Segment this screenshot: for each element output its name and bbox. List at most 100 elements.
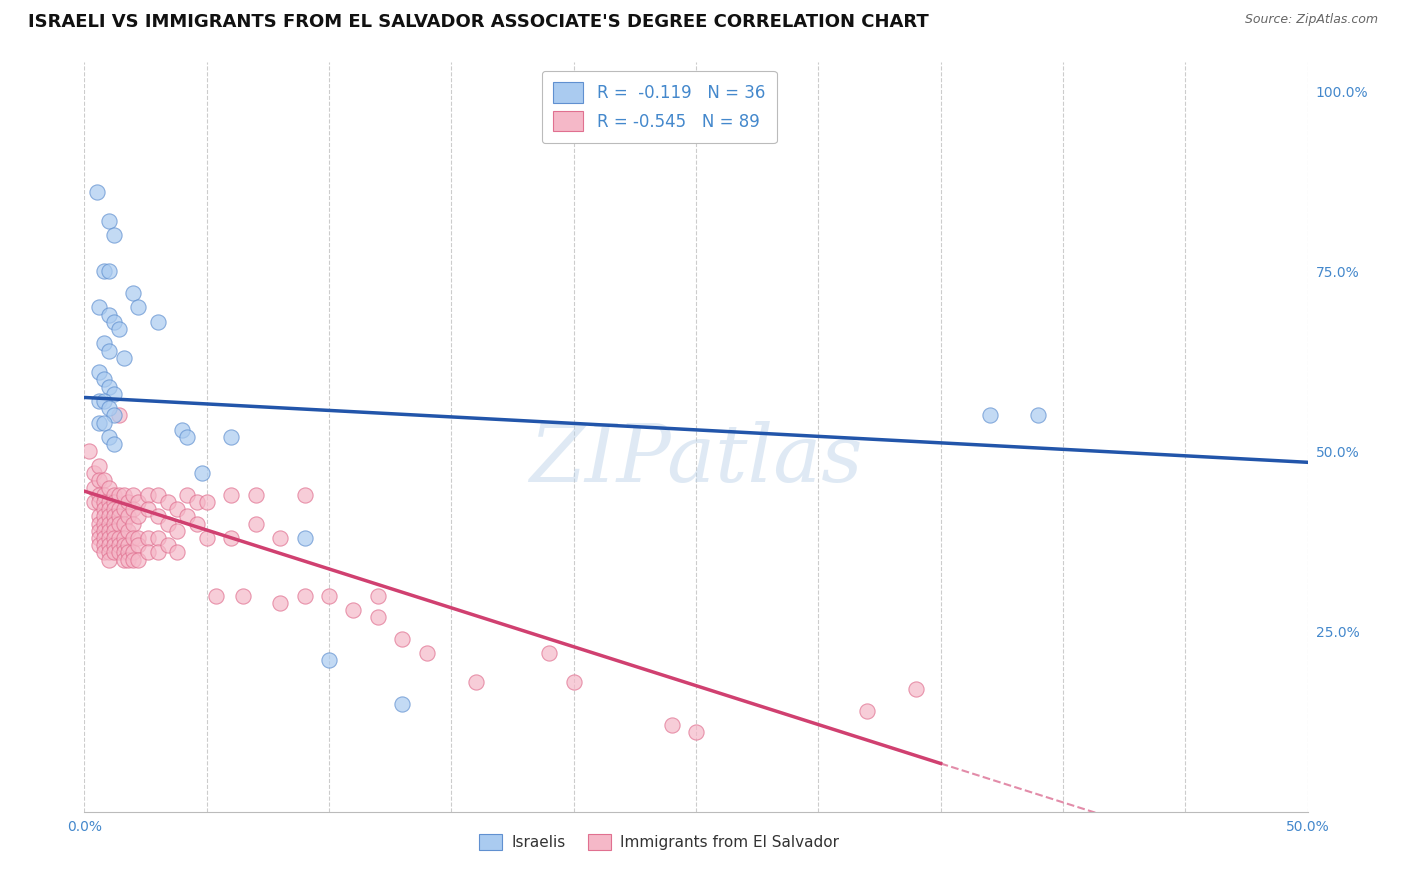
Point [391,632,413,646]
Point [122,502,145,516]
Point [87,524,110,538]
Point [117,495,139,509]
Point [176,430,198,444]
Point [685,725,707,739]
Point [93,394,115,409]
Point [103,524,125,538]
Point [103,387,125,401]
Point [856,704,879,718]
Point [97,538,120,552]
Point [87,394,110,409]
Point [112,502,135,516]
Point [97,516,120,531]
Point [112,545,135,559]
Point [146,488,169,502]
Point [97,264,120,278]
Point [93,495,115,509]
Point [122,531,145,545]
Point [127,301,149,315]
Point [464,675,486,690]
Point [103,495,125,509]
Point [156,538,179,552]
Point [103,488,125,502]
Point [97,531,120,545]
Point [93,336,115,351]
Point [294,488,316,502]
Point [97,552,120,566]
Point [93,473,115,487]
Point [269,531,291,545]
Point [93,502,115,516]
Point [391,697,413,711]
Point [103,509,125,524]
Point [97,401,120,416]
Point [103,538,125,552]
Point [97,430,120,444]
Point [136,531,159,545]
Point [107,531,129,545]
Point [103,437,125,451]
Point [87,365,110,379]
Point [93,524,115,538]
Point [87,495,110,509]
Point [112,351,135,365]
Point [112,516,135,531]
Point [136,488,159,502]
Point [117,538,139,552]
Point [127,531,149,545]
Point [172,423,194,437]
Point [87,416,110,430]
Point [1028,409,1050,423]
Point [122,285,145,300]
Point [97,343,120,358]
Point [83,495,105,509]
Point [979,409,1001,423]
Point [107,322,129,336]
Point [87,531,110,545]
Point [86,185,108,199]
Point [103,502,125,516]
Point [103,516,125,531]
Point [87,488,110,502]
Point [103,315,125,329]
Point [122,488,145,502]
Point [93,264,115,278]
Point [136,502,159,516]
Point [127,552,149,566]
Text: Source: ZipAtlas.com: Source: ZipAtlas.com [1244,13,1378,27]
Point [97,509,120,524]
Point [87,473,110,487]
Point [97,308,120,322]
Point [103,228,125,243]
Point [294,531,316,545]
Point [107,509,129,524]
Point [166,502,188,516]
Point [294,589,316,603]
Point [117,552,139,566]
Point [87,516,110,531]
Point [367,610,389,624]
Point [83,481,105,495]
Point [103,545,125,559]
Point [269,596,291,610]
Point [245,516,267,531]
Point [367,589,389,603]
Point [87,509,110,524]
Point [205,589,228,603]
Point [318,589,340,603]
Point [97,545,120,559]
Point [195,495,218,509]
Point [122,552,145,566]
Point [191,466,214,480]
Point [103,409,125,423]
Point [166,524,188,538]
Point [97,379,120,393]
Point [112,538,135,552]
Point [176,509,198,524]
Point [186,495,208,509]
Point [112,552,135,566]
Point [156,516,179,531]
Point [146,531,169,545]
Point [93,488,115,502]
Point [93,509,115,524]
